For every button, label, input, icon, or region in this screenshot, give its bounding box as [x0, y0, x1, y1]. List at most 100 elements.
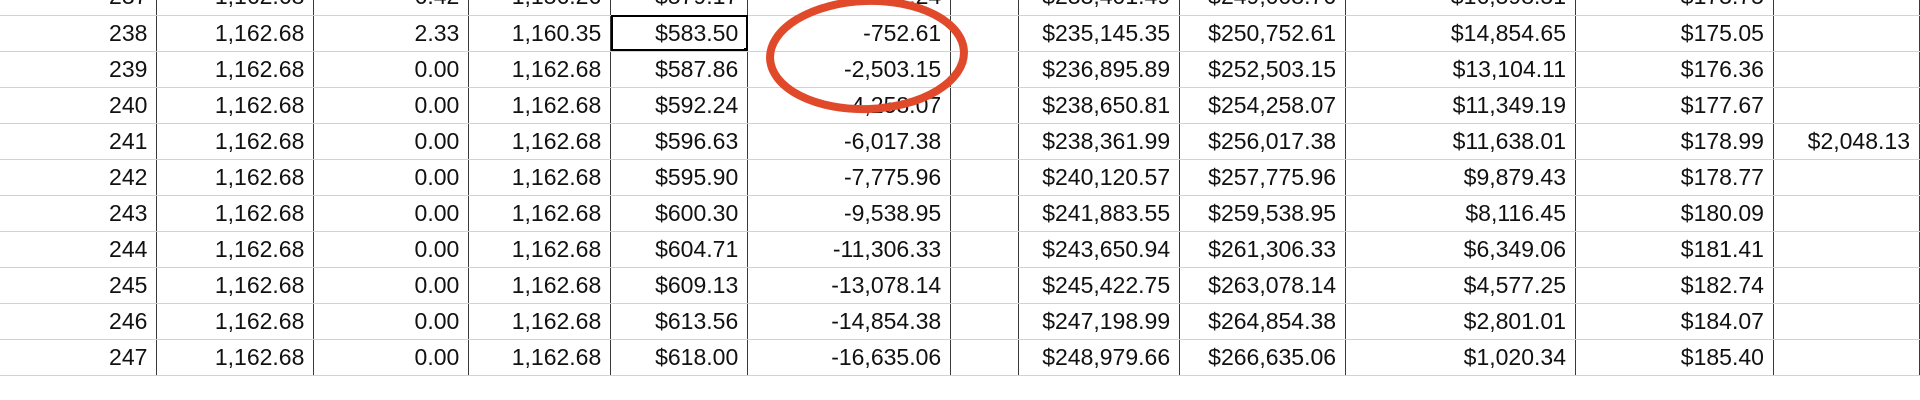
table-row[interactable]: 238 1,162.68 2.33 1,160.35 $583.50 -752.61 $23… [0, 15, 1920, 52]
grid-cell[interactable]: $263,078.14 [1179, 267, 1347, 304]
grid-cell[interactable]: $2,048.13 [1773, 123, 1920, 160]
grid-cell[interactable]: $592.24 [610, 87, 749, 124]
grid-cell[interactable] [1773, 159, 1920, 196]
grid-cell[interactable]: $6,349.06 [1345, 231, 1576, 268]
grid-cell[interactable]: -11,306.33 [747, 231, 952, 268]
grid-cell[interactable]: 0.00 [313, 267, 470, 304]
grid-cell[interactable]: 1,162.68 [468, 231, 612, 268]
grid-cell[interactable]: $261,306.33 [1179, 231, 1347, 268]
grid-cell[interactable]: 1,162.68 [468, 339, 612, 376]
grid-cell[interactable]: 1,162.68 [156, 15, 315, 52]
row-number-cell[interactable]: 238 [0, 15, 158, 52]
row-number-cell[interactable]: 243 [0, 195, 158, 232]
grid-cell[interactable]: 6.42 [313, 0, 470, 16]
grid-cell[interactable] [1773, 0, 1920, 16]
grid-cell[interactable]: $16,598.51 [1345, 0, 1576, 16]
grid-cell[interactable]: $248,979.66 [1018, 339, 1181, 376]
row-number-cell[interactable]: 246 [0, 303, 158, 340]
grid-cell[interactable]: $181.41 [1575, 231, 1774, 268]
grid-cell[interactable]: -4,258.07 [747, 87, 952, 124]
grid-cell[interactable] [950, 231, 1020, 268]
row-number-cell[interactable]: 237 [0, 0, 158, 16]
grid-cell[interactable] [1773, 195, 1920, 232]
grid-cell[interactable]: $173.75 [1575, 0, 1774, 16]
grid-cell[interactable]: $178.77 [1575, 159, 1774, 196]
grid-cell[interactable]: $240,120.57 [1018, 159, 1181, 196]
table-row[interactable]: 246 1,162.68 0.00 1,162.68 $613.56 -14,854.38… [0, 303, 1920, 340]
grid-cell[interactable]: $247,198.99 [1018, 303, 1181, 340]
grid-cell[interactable]: $252,503.15 [1179, 51, 1347, 88]
grid-cell[interactable]: -16,635.06 [747, 339, 952, 376]
grid-cell[interactable]: 1,162.68 [156, 303, 315, 340]
grid-cell[interactable]: $11,349.19 [1345, 87, 1576, 124]
grid-cell[interactable]: $8,116.45 [1345, 195, 1576, 232]
grid-cell[interactable] [950, 303, 1020, 340]
grid-cell[interactable] [950, 87, 1020, 124]
grid-cell[interactable] [1773, 15, 1920, 52]
grid-cell[interactable]: 1,162.68 [468, 159, 612, 196]
grid-cell[interactable]: $177.67 [1575, 87, 1774, 124]
grid-cell[interactable]: $241,883.55 [1018, 195, 1181, 232]
grid-cell[interactable]: 0.00 [313, 303, 470, 340]
grid-cell[interactable]: 0.00 [313, 159, 470, 196]
grid-cell[interactable]: -14,854.38 [747, 303, 952, 340]
grid-cell[interactable] [950, 51, 1020, 88]
grid-cell[interactable]: $243,650.94 [1018, 231, 1181, 268]
grid-cell[interactable]: 0.00 [313, 339, 470, 376]
grid-cell[interactable]: $257,775.96 [1179, 159, 1347, 196]
grid-cell[interactable]: -2,503.15 [747, 51, 952, 88]
row-number-cell[interactable]: 239 [0, 51, 158, 88]
grid-cell[interactable]: 1,162.68 [468, 51, 612, 88]
grid-cell[interactable]: $2,801.01 [1345, 303, 1576, 340]
grid-cell[interactable]: $613.56 [610, 303, 749, 340]
grid-cell[interactable]: 0.00 [313, 51, 470, 88]
table-row[interactable]: 241 1,162.68 0.00 1,162.68 $596.63 -6,017.38 $… [0, 123, 1920, 160]
grid-cell[interactable]: 1,160.35 [468, 15, 612, 52]
fill-handle[interactable] [744, 47, 747, 50]
grid-cell[interactable]: 1,162.68 [468, 87, 612, 124]
grid-cell[interactable]: 1,162.68 [156, 0, 315, 16]
grid-cell[interactable]: $236,895.89 [1018, 51, 1181, 88]
grid-cell[interactable]: $587.86 [610, 51, 749, 88]
grid-cell[interactable]: $180.09 [1575, 195, 1774, 232]
grid-cell[interactable]: 0.00 [313, 195, 470, 232]
grid-cell[interactable]: $604.71 [610, 231, 749, 268]
row-number-cell[interactable]: 245 [0, 267, 158, 304]
row-number-cell[interactable]: 240 [0, 87, 158, 124]
grid-cell[interactable]: $596.63 [610, 123, 749, 160]
grid-cell[interactable] [950, 0, 1020, 16]
grid-cell[interactable]: $184.07 [1575, 303, 1774, 340]
grid-cell[interactable]: 991.24 [747, 0, 952, 16]
grid-cell[interactable]: 1,162.68 [156, 123, 315, 160]
grid-cell[interactable] [1773, 87, 1920, 124]
grid-cell[interactable]: $4,577.25 [1345, 267, 1576, 304]
grid-cell[interactable]: $259,538.95 [1179, 195, 1347, 232]
grid-cell[interactable] [950, 195, 1020, 232]
grid-cell[interactable] [950, 267, 1020, 304]
table-row[interactable]: 245 1,162.68 0.00 1,162.68 $609.13 -13,078.14… [0, 267, 1920, 304]
row-number-cell[interactable]: 244 [0, 231, 158, 268]
grid-cell[interactable]: $238,650.81 [1018, 87, 1181, 124]
grid-cell[interactable]: $254,258.07 [1179, 87, 1347, 124]
table-row[interactable]: 239 1,162.68 0.00 1,162.68 $587.86 -2,503.15 $… [0, 51, 1920, 88]
grid-cell[interactable]: 1,162.68 [156, 339, 315, 376]
table-row[interactable]: 243 1,162.68 0.00 1,162.68 $600.30 -9,538.95 $… [0, 195, 1920, 232]
grid-cell[interactable]: -752.61 [747, 15, 952, 52]
grid-cell[interactable]: 1,162.68 [156, 159, 315, 196]
grid-cell[interactable]: $250,752.61 [1179, 15, 1347, 52]
grid-cell[interactable] [1773, 267, 1920, 304]
grid-cell[interactable] [950, 123, 1020, 160]
table-row[interactable]: 244 1,162.68 0.00 1,162.68 $604.71 -11,306.33… [0, 231, 1920, 268]
grid-cell[interactable]: $245,422.75 [1018, 267, 1181, 304]
grid-cell[interactable]: $13,104.11 [1345, 51, 1576, 88]
grid-cell[interactable]: 2.33 [313, 15, 470, 52]
grid-cell[interactable]: 1,162.68 [156, 195, 315, 232]
grid-cell[interactable]: $11,638.01 [1345, 123, 1576, 160]
table-row[interactable]: 2371,162.686.421,156.26$579.17991.24 $233… [0, 0, 1920, 16]
grid-cell[interactable]: 1,162.68 [468, 123, 612, 160]
grid-cell[interactable]: $14,854.65 [1345, 15, 1576, 52]
grid-cell[interactable] [1773, 303, 1920, 340]
grid-cell[interactable]: $233,401.49 [1018, 0, 1181, 16]
row-number-cell[interactable]: 242 [0, 159, 158, 196]
grid-cell[interactable]: $185.40 [1575, 339, 1774, 376]
